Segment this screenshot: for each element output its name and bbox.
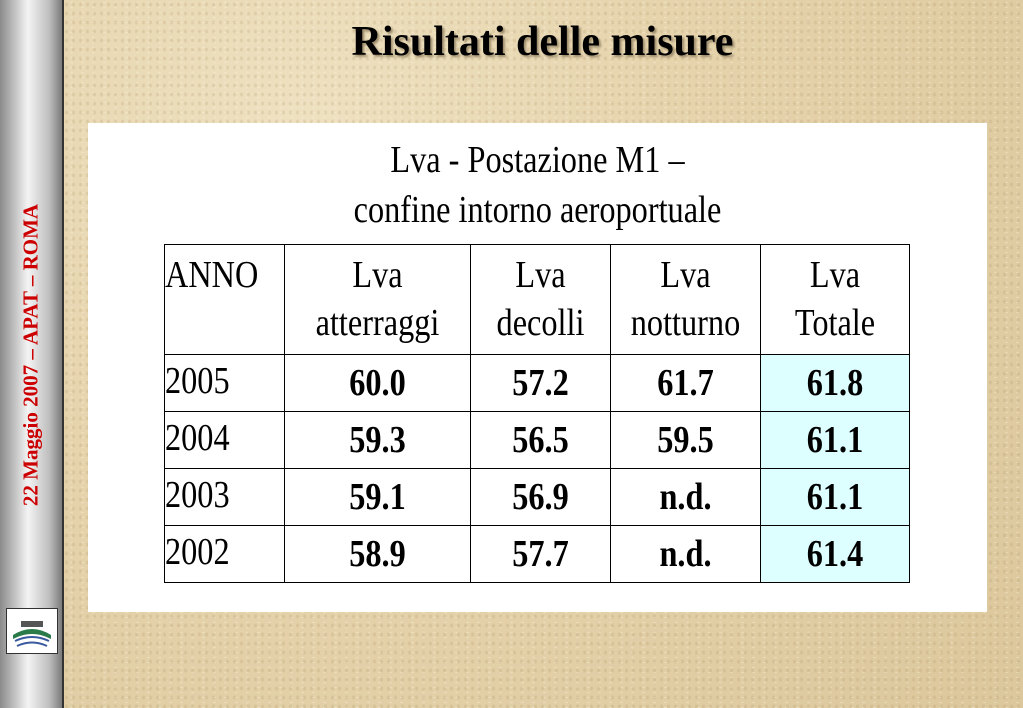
value-cell: 56.9 xyxy=(470,468,611,526)
header-text: decolli xyxy=(496,302,585,344)
slide-title: Risultati delle misure xyxy=(351,19,734,65)
header-text: atterraggi xyxy=(315,302,440,344)
cell-text: 2002 xyxy=(165,531,230,573)
value-cell: 61.7 xyxy=(610,354,761,412)
cell-text: 59.5 xyxy=(657,419,714,461)
cell-text: 56.5 xyxy=(512,419,569,461)
data-row: 2005 60.0 57.2 61.7 61.8 xyxy=(164,354,910,412)
year-cell: 2005 xyxy=(164,354,285,412)
cell-text: n.d. xyxy=(659,476,712,518)
cell-text: 2003 xyxy=(165,474,230,516)
header-row: ANNO Lva atterraggi Lva decolli Lva notturno Lv… xyxy=(164,244,910,355)
cell-text: 61.1 xyxy=(806,476,864,518)
caption-line: Lva - Postazione M1 – xyxy=(390,139,685,181)
cell-text: 61.7 xyxy=(657,362,714,404)
cell-text: 58.9 xyxy=(349,533,406,575)
value-cell: 57.2 xyxy=(470,354,611,412)
value-cell: 61.8 xyxy=(760,354,910,412)
value-cell: 61.1 xyxy=(760,411,910,469)
caption-line: confine intorno aeroportuale xyxy=(353,189,722,231)
year-cell: 2003 xyxy=(164,468,285,526)
header-text: Lva xyxy=(660,254,711,296)
data-row: 2003 59.1 56.9 n.d. 61.1 xyxy=(164,468,910,526)
sidebar-text: 22 Maggio 2007 – APAT – ROMA xyxy=(18,203,43,507)
cell-text: 61.8 xyxy=(806,362,864,404)
header-cell: Lva atterraggi xyxy=(284,244,471,355)
cell-text: 59.3 xyxy=(349,419,406,461)
header-cell: Lva Totale xyxy=(760,244,910,355)
cell-text: 2005 xyxy=(165,360,230,402)
value-cell: 56.5 xyxy=(470,411,611,469)
value-cell: 57.7 xyxy=(470,525,611,583)
cell-text: 60.0 xyxy=(349,362,406,404)
cell-text: 57.7 xyxy=(512,533,569,575)
value-cell: 59.1 xyxy=(284,468,471,526)
cell-text: 56.9 xyxy=(512,476,569,518)
sidebar: 22 Maggio 2007 – APAT – ROMA xyxy=(0,0,64,708)
value-cell: 58.9 xyxy=(284,525,471,583)
header-text: Lva xyxy=(809,254,861,296)
value-cell: 60.0 xyxy=(284,354,471,412)
header-cell: Lva decolli xyxy=(470,244,611,355)
header-text: Lva xyxy=(515,254,566,296)
year-cell: 2002 xyxy=(164,525,285,583)
value-cell: n.d. xyxy=(610,525,761,583)
cell-text: 57.2 xyxy=(512,362,569,404)
cell-text: 2004 xyxy=(165,417,230,459)
header-text: ANNO xyxy=(165,254,259,296)
table-panel: Lva - Postazione M1 – confine intorno aer… xyxy=(88,123,987,612)
header-text: Totale xyxy=(794,302,876,344)
value-cell: n.d. xyxy=(610,468,761,526)
value-cell: 59.3 xyxy=(284,411,471,469)
table-caption: Lva - Postazione M1 – confine intorno aer… xyxy=(88,135,987,235)
header-text: notturno xyxy=(630,302,741,344)
data-table: ANNO Lva atterraggi Lva decolli Lva notturno Lv… xyxy=(164,244,910,583)
value-cell: 59.5 xyxy=(610,411,761,469)
logo xyxy=(6,608,58,654)
header-cell: ANNO xyxy=(164,244,285,355)
value-cell: 61.1 xyxy=(760,468,910,526)
value-cell: 61.4 xyxy=(760,525,910,583)
cell-text: 59.1 xyxy=(349,476,406,518)
header-text: Lva xyxy=(352,254,403,296)
cell-text: n.d. xyxy=(659,533,712,575)
cell-text: 61.1 xyxy=(806,419,864,461)
year-cell: 2004 xyxy=(164,411,285,469)
data-row: 2002 58.9 57.7 n.d. 61.4 xyxy=(164,525,910,583)
cell-text: 61.4 xyxy=(806,533,864,575)
header-cell: Lva notturno xyxy=(610,244,761,355)
data-row: 2004 59.3 56.5 59.5 61.1 xyxy=(164,411,910,469)
